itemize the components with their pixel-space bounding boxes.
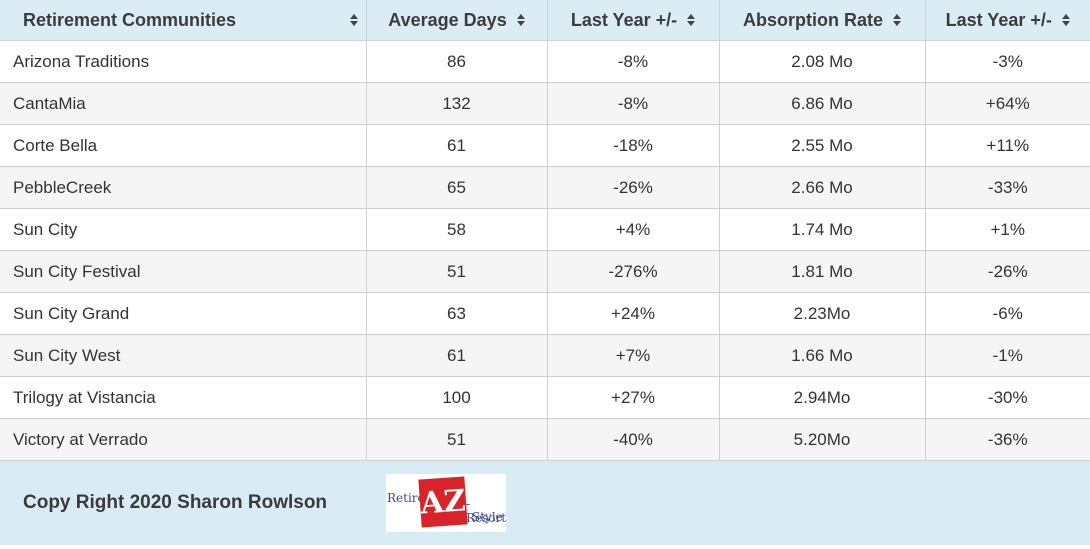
community-name-cell: Victory at Verrado (0, 418, 367, 461)
average-days-cell: 61 (365, 124, 548, 167)
community-name-cell: Sun City Grand (0, 292, 367, 335)
days-change-cell: +24% (546, 292, 720, 335)
community-name-cell: Arizona Traditions (0, 40, 367, 83)
average-days-cell: 61 (365, 334, 548, 377)
absorption-rate-cell: 2.08 Mo (718, 40, 926, 83)
table-header-row: Retirement Communities Average Days Last… (0, 0, 1090, 41)
retire-az-logo: Retire AZ -Resort Style (386, 474, 506, 532)
logo-style-text: Style (472, 510, 503, 524)
sort-icon[interactable] (1061, 14, 1070, 26)
sort-icon[interactable] (349, 14, 358, 26)
absorption-rate-cell: 2.55 Mo (718, 124, 926, 167)
absorption-rate-cell: 2.66 Mo (718, 166, 926, 209)
header-last-year-absorption[interactable]: Last Year +/- (924, 0, 1090, 41)
absorption-rate-cell: 1.81 Mo (718, 250, 926, 293)
days-change-cell: -26% (546, 166, 720, 209)
header-label: Retirement Communities (23, 9, 237, 30)
average-days-cell: 51 (365, 250, 548, 293)
absorption-change-cell: -26% (924, 250, 1090, 293)
days-change-cell: +4% (546, 208, 720, 251)
days-change-cell: -40% (546, 418, 720, 461)
absorption-change-cell: -3% (924, 40, 1090, 83)
header-label: Average Days (388, 9, 507, 30)
days-change-cell: -8% (546, 40, 720, 83)
days-change-cell: -8% (546, 82, 720, 125)
days-change-cell: -18% (546, 124, 720, 167)
header-absorption-rate[interactable]: Absorption Rate (718, 0, 926, 41)
sort-icon[interactable] (687, 14, 696, 26)
header-label: Last Year +/- (570, 9, 678, 30)
table-footer-row: Copy Right 2020 Sharon Rowlson Retire AZ… (0, 460, 1090, 545)
header-retirement-communities[interactable]: Retirement Communities (0, 0, 367, 41)
average-days-cell: 58 (365, 208, 548, 251)
header-label: Absorption Rate (742, 9, 883, 30)
community-name-cell: Sun City (0, 208, 367, 251)
average-days-cell: 100 (365, 376, 548, 419)
community-name-cell: CantaMia (0, 82, 367, 125)
community-name-cell: Sun City West (0, 334, 367, 377)
absorption-change-cell: -1% (924, 334, 1090, 377)
absorption-change-cell: -33% (924, 166, 1090, 209)
average-days-cell: 86 (365, 40, 548, 83)
absorption-change-cell: +1% (924, 208, 1090, 251)
sort-icon[interactable] (516, 14, 525, 26)
absorption-change-cell: -30% (924, 376, 1090, 419)
community-name-cell: Corte Bella (0, 124, 367, 167)
table-row: Arizona Traditions 86 -8% 2.08 Mo -3% (0, 40, 1090, 83)
days-change-cell: +7% (546, 334, 720, 377)
table-row: Trilogy at Vistancia 100 +27% 2.94Mo -30% (0, 376, 1090, 419)
sort-icon[interactable] (893, 14, 901, 26)
header-last-year-days[interactable]: Last Year +/- (546, 0, 720, 41)
community-name-cell: PebbleCreek (0, 166, 367, 209)
table-row: Sun City 58 +4% 1.74 Mo +1% (0, 208, 1090, 251)
header-label: Last Year +/- (945, 9, 1052, 30)
absorption-rate-cell: 5.20Mo (718, 418, 926, 461)
days-change-cell: -276% (546, 250, 720, 293)
table-row: Sun City Grand 63 +24% 2.23Mo -6% (0, 292, 1090, 335)
average-days-cell: 63 (365, 292, 548, 335)
average-days-cell: 65 (365, 166, 548, 209)
absorption-rate-cell: 2.94Mo (718, 376, 926, 419)
absorption-rate-cell: 1.74 Mo (718, 208, 926, 251)
absorption-change-cell: +64% (924, 82, 1090, 125)
absorption-rate-cell: 1.66 Mo (718, 334, 926, 377)
community-name-cell: Sun City Festival (0, 250, 367, 293)
logo-resort-text: -Resort (466, 497, 507, 525)
header-average-days[interactable]: Average Days (365, 0, 548, 41)
table-row: Corte Bella 61 -18% 2.55 Mo +11% (0, 124, 1090, 167)
logo-az-mark: AZ (418, 476, 468, 528)
table-row: Victory at Verrado 51 -40% 5.20Mo -36% (0, 418, 1090, 461)
table-row: Sun City Festival 51 -276% 1.81 Mo -26% (0, 250, 1090, 293)
absorption-rate-cell: 6.86 Mo (718, 82, 926, 125)
table-row: PebbleCreek 65 -26% 2.66 Mo -33% (0, 166, 1090, 209)
copyright-text: Copy Right 2020 Sharon Rowlson (23, 492, 328, 513)
table-row: CantaMia 132 -8% 6.86 Mo +64% (0, 82, 1090, 125)
community-name-cell: Trilogy at Vistancia (0, 376, 367, 419)
average-days-cell: 132 (365, 82, 548, 125)
days-change-cell: +27% (546, 376, 720, 419)
absorption-change-cell: -36% (924, 418, 1090, 461)
absorption-rate-cell: 2.23Mo (718, 292, 926, 335)
table-row: Sun City West 61 +7% 1.66 Mo -1% (0, 334, 1090, 377)
absorption-change-cell: -6% (924, 292, 1090, 335)
average-days-cell: 51 (365, 418, 548, 461)
logo-retire-text: Retire (387, 491, 425, 505)
absorption-change-cell: +11% (924, 124, 1090, 167)
